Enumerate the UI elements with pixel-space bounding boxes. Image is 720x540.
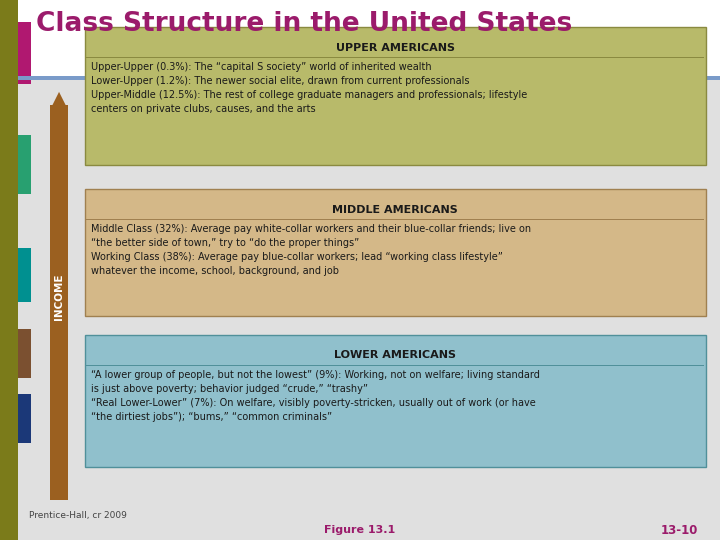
Bar — [86, 57, 704, 58]
Bar — [18, 329, 31, 378]
Text: MIDDLE AMERICANS: MIDDLE AMERICANS — [333, 205, 458, 214]
Text: Figure 13.1: Figure 13.1 — [325, 525, 395, 535]
Bar — [18, 394, 31, 443]
Bar — [18, 80, 720, 540]
Text: Middle Class (32%): Average pay white-collar workers and their blue-collar frien: Middle Class (32%): Average pay white-co… — [91, 224, 531, 276]
Text: “A lower group of people, but not the lowest” (9%): Working, not on welfare; liv: “A lower group of people, but not the lo… — [91, 370, 539, 422]
Bar — [18, 248, 31, 302]
Text: 13-10: 13-10 — [661, 524, 698, 537]
Bar — [18, 135, 31, 194]
Bar — [85, 189, 706, 316]
Text: Upper-Upper (0.3%): The “capital S society” world of inherited wealth
Lower-Uppe: Upper-Upper (0.3%): The “capital S socie… — [91, 62, 527, 114]
Bar — [86, 219, 704, 220]
Text: LOWER AMERICANS: LOWER AMERICANS — [334, 350, 456, 360]
Bar — [50, 105, 68, 500]
Text: Prentice-Hall, cr 2009: Prentice-Hall, cr 2009 — [29, 511, 127, 520]
Bar — [18, 22, 31, 84]
Text: Class Structure in the United States: Class Structure in the United States — [36, 11, 572, 37]
Bar — [18, 0, 720, 78]
Text: UPPER AMERICANS: UPPER AMERICANS — [336, 43, 455, 52]
Bar — [86, 365, 704, 366]
Text: INCOME: INCOME — [54, 274, 64, 320]
Bar — [0, 0, 18, 540]
Bar — [85, 335, 706, 467]
Bar — [85, 27, 706, 165]
Bar — [18, 76, 720, 80]
